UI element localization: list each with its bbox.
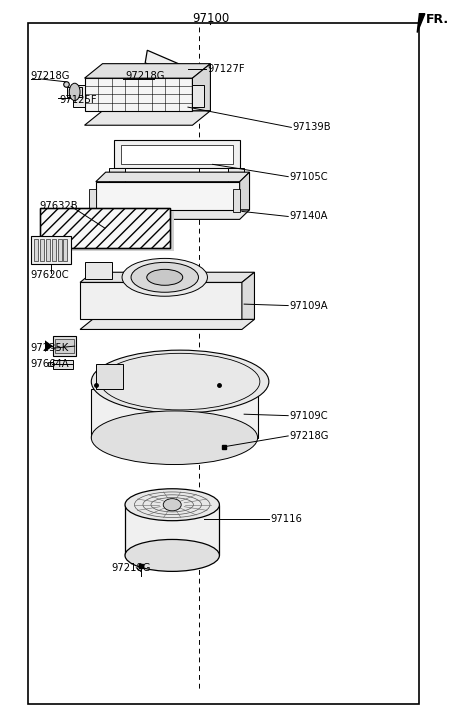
- Text: 97100: 97100: [192, 12, 228, 25]
- Polygon shape: [84, 111, 210, 125]
- Polygon shape: [84, 79, 192, 111]
- Text: 97218G: 97218G: [111, 563, 151, 573]
- Ellipse shape: [122, 258, 207, 296]
- Polygon shape: [125, 505, 219, 555]
- Polygon shape: [192, 64, 210, 111]
- Bar: [40, 239, 44, 261]
- Bar: [40, 208, 170, 248]
- Polygon shape: [241, 272, 254, 319]
- Polygon shape: [43, 212, 173, 252]
- Text: 97127F: 97127F: [207, 64, 244, 73]
- Text: 97109C: 97109C: [289, 411, 328, 421]
- Polygon shape: [96, 210, 249, 220]
- Polygon shape: [239, 172, 249, 210]
- Polygon shape: [96, 364, 122, 389]
- Text: 97116: 97116: [270, 514, 301, 524]
- Polygon shape: [84, 64, 210, 79]
- Text: 97139B: 97139B: [292, 122, 331, 132]
- Polygon shape: [228, 168, 243, 184]
- Circle shape: [69, 83, 80, 100]
- Polygon shape: [66, 87, 82, 97]
- Polygon shape: [109, 168, 125, 184]
- Bar: [34, 239, 38, 261]
- Text: 97105C: 97105C: [289, 172, 328, 182]
- Polygon shape: [73, 85, 84, 107]
- Text: 97218G: 97218G: [125, 71, 164, 81]
- Bar: [63, 239, 67, 261]
- Ellipse shape: [125, 539, 219, 571]
- Bar: [53, 336, 76, 356]
- Polygon shape: [80, 272, 254, 282]
- Polygon shape: [96, 182, 239, 210]
- Polygon shape: [192, 85, 203, 107]
- Bar: [55, 339, 74, 353]
- Bar: [28, 23, 419, 704]
- Bar: [57, 239, 61, 261]
- Ellipse shape: [147, 269, 182, 285]
- Polygon shape: [80, 282, 241, 319]
- Text: 97620C: 97620C: [30, 270, 69, 280]
- Ellipse shape: [91, 350, 268, 413]
- Polygon shape: [91, 389, 257, 438]
- Text: 97235K: 97235K: [30, 343, 69, 353]
- Bar: [30, 236, 71, 264]
- Polygon shape: [96, 172, 249, 182]
- Polygon shape: [233, 189, 239, 212]
- Bar: [46, 239, 50, 261]
- Ellipse shape: [131, 262, 198, 292]
- Text: FR.: FR.: [425, 13, 448, 26]
- Text: 97109A: 97109A: [289, 300, 328, 310]
- Polygon shape: [84, 262, 111, 278]
- Bar: [114, 140, 239, 168]
- Polygon shape: [416, 14, 424, 33]
- Polygon shape: [45, 340, 53, 352]
- Polygon shape: [80, 319, 254, 329]
- Ellipse shape: [91, 411, 257, 465]
- Bar: [53, 360, 73, 369]
- Bar: [40, 208, 170, 248]
- Polygon shape: [89, 189, 96, 212]
- Ellipse shape: [125, 489, 219, 521]
- Bar: [120, 145, 233, 164]
- Bar: [51, 239, 56, 261]
- Text: 97140A: 97140A: [289, 212, 327, 222]
- Text: 97125F: 97125F: [60, 95, 97, 105]
- Text: 97218G: 97218G: [289, 431, 329, 441]
- Text: 97218G: 97218G: [30, 71, 70, 81]
- Polygon shape: [145, 50, 203, 87]
- Polygon shape: [48, 362, 53, 366]
- Ellipse shape: [163, 499, 181, 511]
- Text: 97664A: 97664A: [30, 359, 69, 369]
- Text: 97632B: 97632B: [40, 201, 78, 212]
